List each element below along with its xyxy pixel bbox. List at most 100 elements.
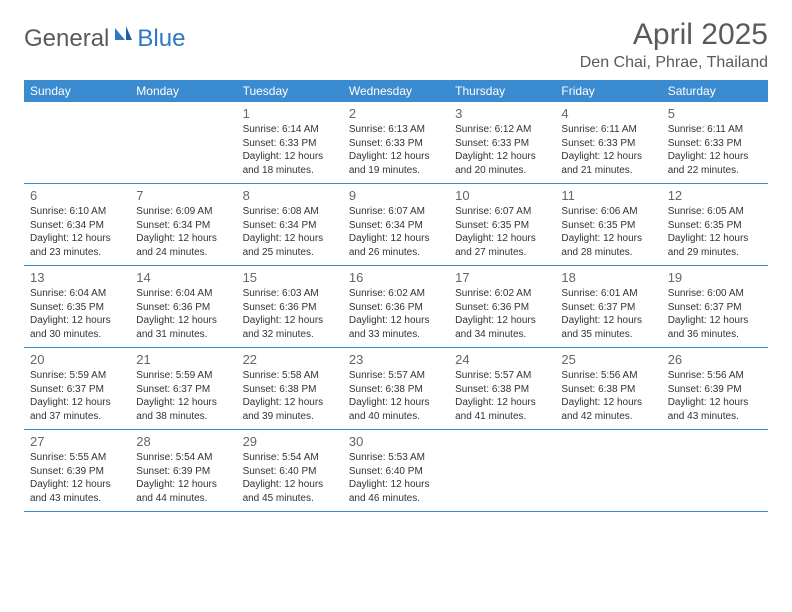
calendar-body: 1 Sunrise: 6:14 AMSunset: 6:33 PMDaylight…: [24, 102, 768, 512]
day-info: Sunrise: 6:03 AMSunset: 6:36 PMDaylight:…: [243, 287, 337, 341]
day-info: Sunrise: 5:57 AMSunset: 6:38 PMDaylight:…: [455, 369, 549, 423]
day-info: Sunrise: 6:07 AMSunset: 6:35 PMDaylight:…: [455, 205, 549, 259]
day-number: 14: [136, 270, 230, 285]
calendar-day-cell: 4 Sunrise: 6:11 AMSunset: 6:33 PMDaylight…: [555, 102, 661, 184]
day-info: Sunrise: 6:01 AMSunset: 6:37 PMDaylight:…: [561, 287, 655, 341]
calendar-day-cell: 26Sunrise: 5:56 AMSunset: 6:39 PMDayligh…: [662, 348, 768, 430]
day-number: 2: [349, 106, 443, 121]
day-number: 21: [136, 352, 230, 367]
calendar-table: SundayMondayTuesdayWednesdayThursdayFrid…: [24, 80, 768, 512]
calendar-day-cell: [662, 430, 768, 512]
day-number: 4: [561, 106, 655, 121]
day-info: Sunrise: 6:11 AMSunset: 6:33 PMDaylight:…: [561, 123, 655, 177]
weekday-header: Thursday: [449, 80, 555, 102]
day-info: Sunrise: 6:05 AMSunset: 6:35 PMDaylight:…: [668, 205, 762, 259]
location-subtitle: Den Chai, Phrae, Thailand: [580, 54, 768, 72]
calendar-day-cell: 16 Sunrise: 6:02 AMSunset: 6:36 PMDayligh…: [343, 266, 449, 348]
calendar-day-cell: 2 Sunrise: 6:13 AMSunset: 6:33 PMDaylight…: [343, 102, 449, 184]
day-info: Sunrise: 6:10 AMSunset: 6:34 PMDaylight:…: [30, 205, 124, 259]
day-info: Sunrise: 5:56 AMSunset: 6:38 PMDaylight:…: [561, 369, 655, 423]
calendar-day-cell: 23 Sunrise: 5:57 AMSunset: 6:38 PMDayligh…: [343, 348, 449, 430]
calendar-day-cell: 28 Sunrise: 5:54 AMSunset: 6:39 PMDayligh…: [130, 430, 236, 512]
calendar-day-cell: 6 Sunrise: 6:10 AMSunset: 6:34 PMDaylight…: [24, 184, 130, 266]
day-number: 17: [455, 270, 549, 285]
calendar-day-cell: 24 Sunrise: 5:57 AMSunset: 6:38 PMDayligh…: [449, 348, 555, 430]
calendar-day-cell: 3 Sunrise: 6:12 AMSunset: 6:33 PMDaylight…: [449, 102, 555, 184]
calendar-day-cell: 5Sunrise: 6:11 AMSunset: 6:33 PMDaylight…: [662, 102, 768, 184]
logo-sail-icon: [113, 24, 133, 47]
logo: General Blue: [24, 18, 185, 53]
day-number: 20: [30, 352, 124, 367]
day-number: 25: [561, 352, 655, 367]
day-number: 19: [668, 270, 762, 285]
day-info: Sunrise: 6:09 AMSunset: 6:34 PMDaylight:…: [136, 205, 230, 259]
day-number: 16: [349, 270, 443, 285]
day-info: Sunrise: 6:06 AMSunset: 6:35 PMDaylight:…: [561, 205, 655, 259]
calendar-day-cell: 11Sunrise: 6:06 AMSunset: 6:35 PMDayligh…: [555, 184, 661, 266]
calendar-day-cell: 14 Sunrise: 6:04 AMSunset: 6:36 PMDayligh…: [130, 266, 236, 348]
weekday-header: Friday: [555, 80, 661, 102]
logo-text-general: General: [24, 25, 109, 53]
day-info: Sunrise: 6:00 AMSunset: 6:37 PMDaylight:…: [668, 287, 762, 341]
calendar-week-row: 6 Sunrise: 6:10 AMSunset: 6:34 PMDaylight…: [24, 184, 768, 266]
calendar-week-row: 20 Sunrise: 5:59 AMSunset: 6:37 PMDayligh…: [24, 348, 768, 430]
calendar-day-cell: 25 Sunrise: 5:56 AMSunset: 6:38 PMDayligh…: [555, 348, 661, 430]
day-info: Sunrise: 5:55 AMSunset: 6:39 PMDaylight:…: [30, 451, 124, 505]
calendar-day-cell: 9 Sunrise: 6:07 AMSunset: 6:34 PMDaylight…: [343, 184, 449, 266]
calendar-day-cell: [555, 430, 661, 512]
day-number: 8: [243, 188, 337, 203]
calendar-day-cell: 21Sunrise: 5:59 AMSunset: 6:37 PMDayligh…: [130, 348, 236, 430]
calendar-day-cell: 12 Sunrise: 6:05 AMSunset: 6:35 PMDayligh…: [662, 184, 768, 266]
day-number: 29: [243, 434, 337, 449]
day-number: 27: [30, 434, 124, 449]
day-info: Sunrise: 6:07 AMSunset: 6:34 PMDaylight:…: [349, 205, 443, 259]
day-info: Sunrise: 6:02 AMSunset: 6:36 PMDaylight:…: [455, 287, 549, 341]
calendar-day-cell: 29Sunrise: 5:54 AMSunset: 6:40 PMDayligh…: [237, 430, 343, 512]
calendar-day-cell: 18 Sunrise: 6:01 AMSunset: 6:37 PMDayligh…: [555, 266, 661, 348]
logo-text-blue: Blue: [137, 25, 185, 53]
calendar-day-cell: 1 Sunrise: 6:14 AMSunset: 6:33 PMDaylight…: [237, 102, 343, 184]
day-number: 12: [668, 188, 762, 203]
day-number: 24: [455, 352, 549, 367]
day-info: Sunrise: 6:04 AMSunset: 6:36 PMDaylight:…: [136, 287, 230, 341]
day-number: 22: [243, 352, 337, 367]
day-number: 9: [349, 188, 443, 203]
calendar-day-cell: 22 Sunrise: 5:58 AMSunset: 6:38 PMDayligh…: [237, 348, 343, 430]
calendar-week-row: 13 Sunrise: 6:04 AMSunset: 6:35 PMDayligh…: [24, 266, 768, 348]
calendar-day-cell: 13 Sunrise: 6:04 AMSunset: 6:35 PMDayligh…: [24, 266, 130, 348]
weekday-header: Saturday: [662, 80, 768, 102]
day-number: 18: [561, 270, 655, 285]
weekday-header: Sunday: [24, 80, 130, 102]
day-info: Sunrise: 6:02 AMSunset: 6:36 PMDaylight:…: [349, 287, 443, 341]
day-number: 13: [30, 270, 124, 285]
day-info: Sunrise: 5:54 AMSunset: 6:39 PMDaylight:…: [136, 451, 230, 505]
day-info: Sunrise: 5:59 AMSunset: 6:37 PMDaylight:…: [30, 369, 124, 423]
day-number: 10: [455, 188, 549, 203]
calendar-day-cell: 19 Sunrise: 6:00 AMSunset: 6:37 PMDayligh…: [662, 266, 768, 348]
title-block: April 2025 Den Chai, Phrae, Thailand: [580, 18, 768, 72]
calendar-day-cell: 27 Sunrise: 5:55 AMSunset: 6:39 PMDayligh…: [24, 430, 130, 512]
day-info: Sunrise: 6:04 AMSunset: 6:35 PMDaylight:…: [30, 287, 124, 341]
calendar-day-cell: 8Sunrise: 6:08 AMSunset: 6:34 PMDaylight…: [237, 184, 343, 266]
day-info: Sunrise: 6:12 AMSunset: 6:33 PMDaylight:…: [455, 123, 549, 177]
day-info: Sunrise: 6:13 AMSunset: 6:33 PMDaylight:…: [349, 123, 443, 177]
calendar-day-cell: [24, 102, 130, 184]
calendar-week-row: 27 Sunrise: 5:55 AMSunset: 6:39 PMDayligh…: [24, 430, 768, 512]
day-info: Sunrise: 5:57 AMSunset: 6:38 PMDaylight:…: [349, 369, 443, 423]
day-info: Sunrise: 5:58 AMSunset: 6:38 PMDaylight:…: [243, 369, 337, 423]
calendar-day-cell: [449, 430, 555, 512]
day-number: 3: [455, 106, 549, 121]
day-number: 6: [30, 188, 124, 203]
calendar-day-cell: 7 Sunrise: 6:09 AMSunset: 6:34 PMDaylight…: [130, 184, 236, 266]
day-number: 15: [243, 270, 337, 285]
day-number: 28: [136, 434, 230, 449]
day-info: Sunrise: 5:56 AMSunset: 6:39 PMDaylight:…: [668, 369, 762, 423]
day-number: 23: [349, 352, 443, 367]
calendar-header-row: SundayMondayTuesdayWednesdayThursdayFrid…: [24, 80, 768, 102]
day-number: 7: [136, 188, 230, 203]
weekday-header: Wednesday: [343, 80, 449, 102]
calendar-day-cell: 17 Sunrise: 6:02 AMSunset: 6:36 PMDayligh…: [449, 266, 555, 348]
day-number: 1: [243, 106, 337, 121]
header: General Blue April 2025 Den Chai, Phrae,…: [24, 18, 768, 72]
day-info: Sunrise: 6:14 AMSunset: 6:33 PMDaylight:…: [243, 123, 337, 177]
